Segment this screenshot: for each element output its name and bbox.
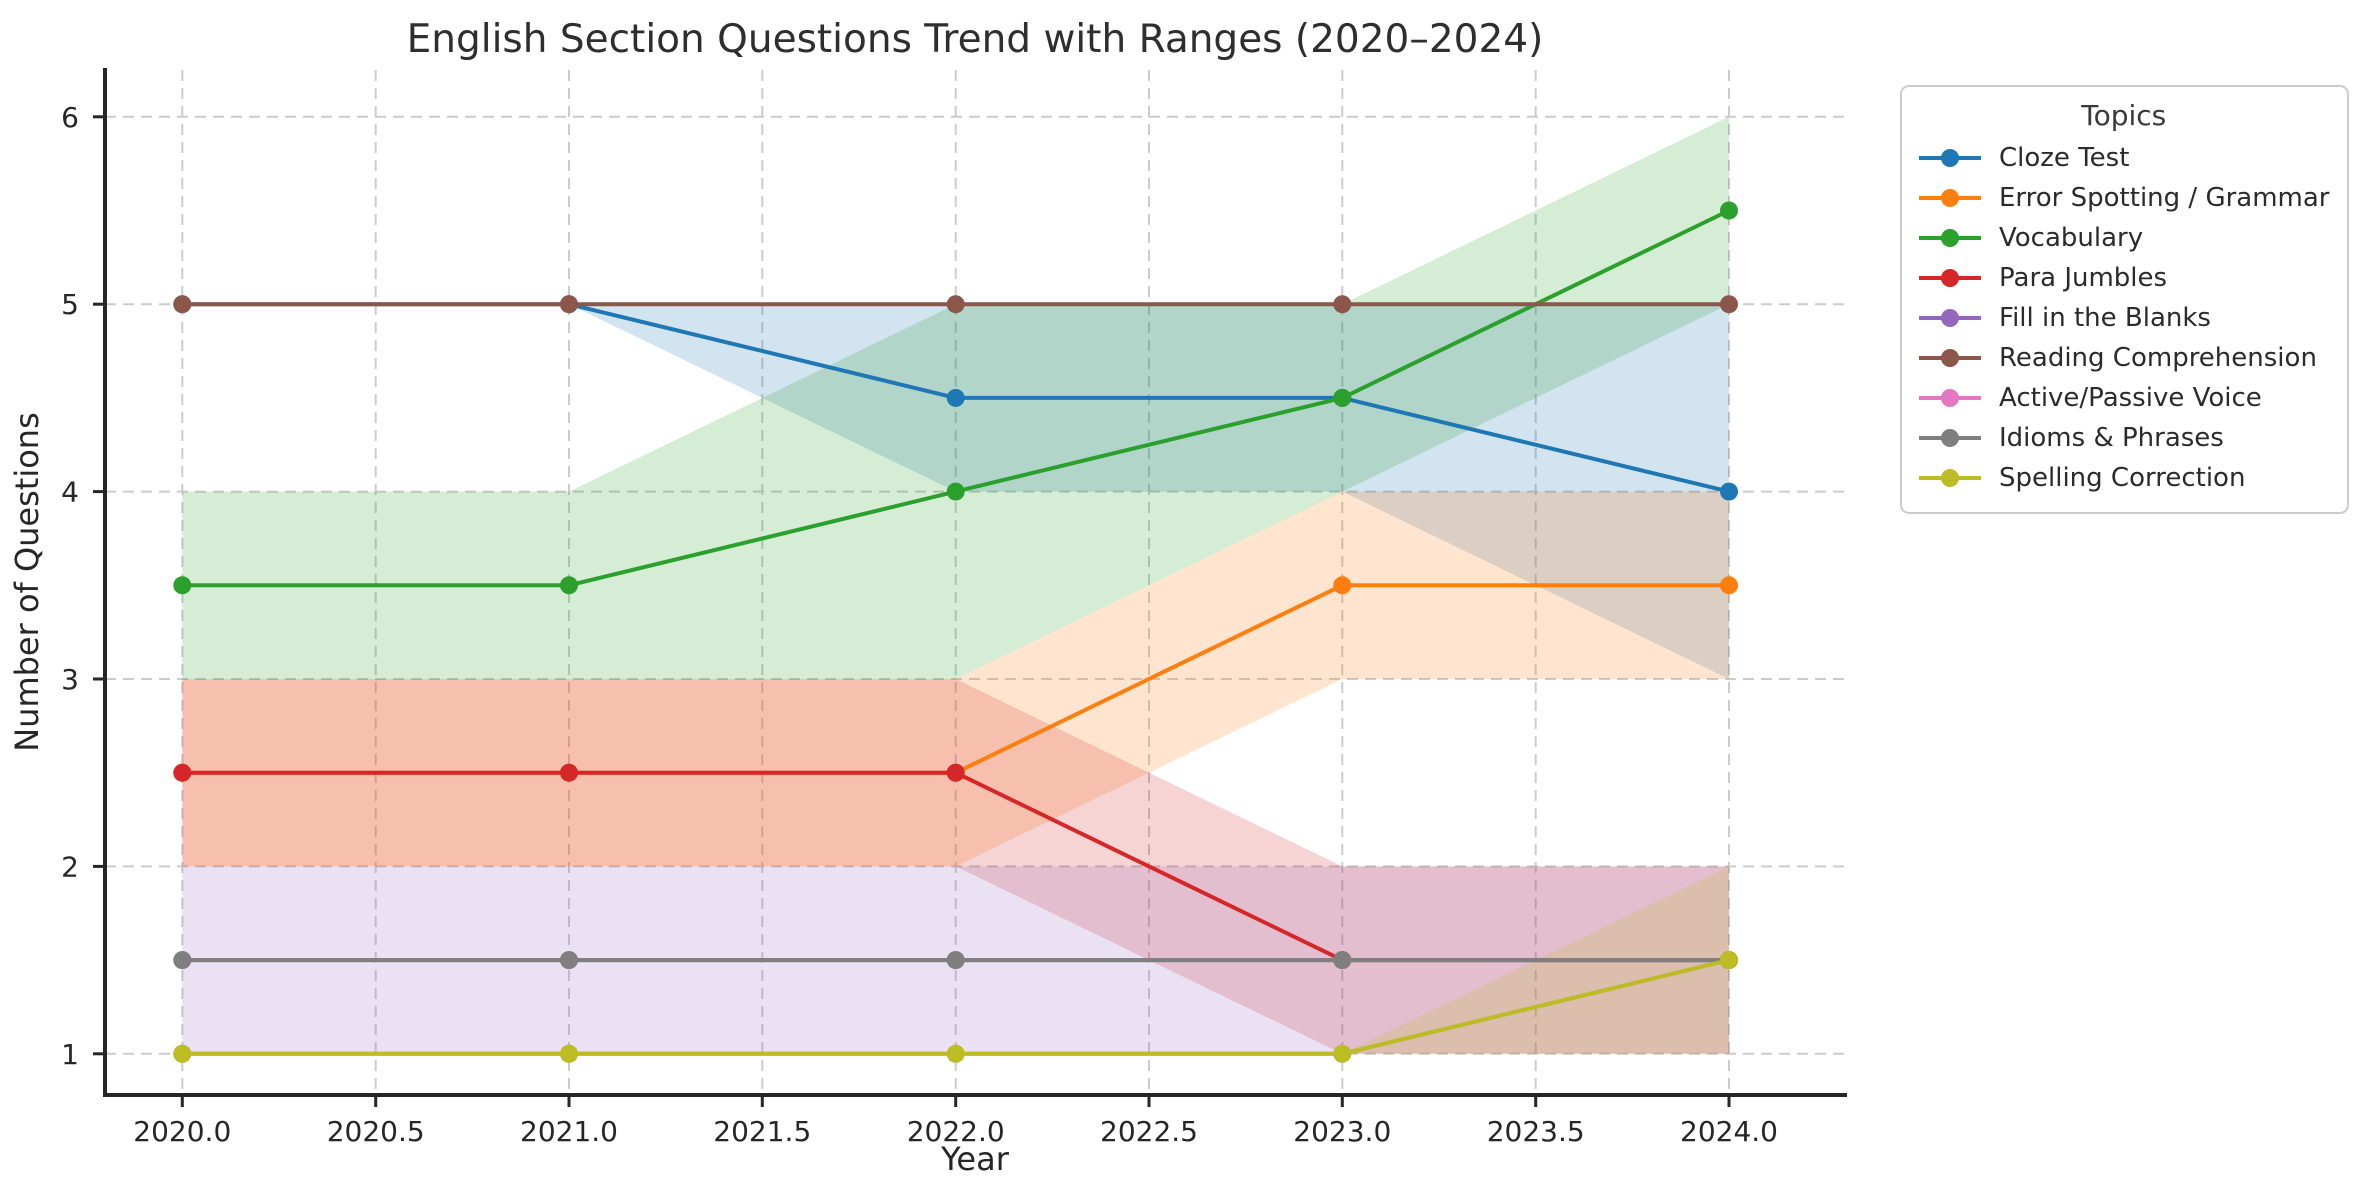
data-point-marker	[560, 576, 578, 595]
legend-items: Cloze Test Error Spotting / Grammar Vocabu…	[1918, 138, 2329, 498]
y-tick-label: 5	[61, 288, 79, 321]
data-point-marker	[560, 1044, 578, 1063]
data-point-marker	[1333, 295, 1352, 314]
data-point-marker	[560, 763, 578, 782]
range-band	[182, 866, 1729, 1054]
data-point-marker	[173, 1044, 192, 1063]
legend-line-marker-swatch	[1919, 389, 1981, 407]
data-point-marker	[946, 295, 965, 314]
legend-item: Cloze Test	[1918, 138, 2329, 178]
x-tick-label: 2022.5	[1100, 1115, 1198, 1148]
legend-line-marker-swatch	[1919, 149, 1981, 167]
x-tick-label: 2020.5	[327, 1115, 425, 1148]
legend-item-label: Vocabulary	[1999, 223, 2144, 253]
y-tick-label: 2	[61, 850, 79, 883]
legend-item: Active/Passive Voice	[1918, 378, 2329, 418]
legend-line-marker-swatch	[1919, 469, 1981, 487]
x-tick-label: 2023.5	[1487, 1115, 1585, 1148]
legend-line-marker-swatch	[1919, 429, 1981, 447]
x-tick-label: 2022.0	[907, 1115, 1005, 1148]
chart-title: English Section Questions Trend with Ran…	[407, 17, 1544, 62]
data-point-marker	[1720, 951, 1738, 970]
legend-item: Para Jumbles	[1918, 258, 2329, 298]
data-point-marker	[1333, 388, 1352, 407]
legend-item: Fill in the Blanks	[1918, 298, 2329, 338]
y-axis-label: Number of Questions	[8, 412, 46, 752]
y-tick-label: 3	[61, 663, 79, 696]
legend-item-label: Fill in the Blanks	[1999, 303, 2211, 333]
y-tick-label: 6	[61, 101, 79, 134]
y-tick-label: 4	[61, 476, 79, 509]
legend-item-label: Cloze Test	[1999, 143, 2130, 173]
data-point-marker	[560, 295, 578, 314]
legend-line-marker-swatch	[1919, 229, 1981, 247]
legend-item-label: Error Spotting / Grammar	[1999, 183, 2330, 213]
x-tick-label: 2021.5	[713, 1115, 811, 1148]
x-tick-label: 2023.0	[1293, 1115, 1391, 1148]
data-point-marker	[946, 482, 965, 501]
data-point-marker	[1720, 295, 1738, 314]
y-tick-label: 1	[61, 1038, 79, 1071]
data-point-marker	[173, 951, 192, 970]
x-tick-label: 2021.0	[520, 1115, 618, 1148]
data-point-marker	[1333, 576, 1352, 595]
legend-item: Vocabulary	[1918, 218, 2329, 258]
legend-line-marker-swatch	[1919, 269, 1981, 287]
legend-line-marker-swatch	[1919, 349, 1981, 367]
legend-line-marker-swatch	[1919, 189, 1981, 207]
data-point-marker	[946, 1044, 965, 1063]
x-tick-label: 2024.0	[1680, 1115, 1778, 1148]
legend-item-label: Para Jumbles	[1999, 263, 2168, 293]
legend-item-label: Reading Comprehension	[1999, 343, 2317, 373]
data-point-marker	[946, 763, 965, 782]
x-axis-label: Year	[940, 1140, 1010, 1178]
legend-line-marker-swatch	[1919, 309, 1981, 327]
data-point-marker	[946, 388, 965, 407]
data-point-marker	[1333, 1044, 1352, 1063]
legend-item-label: Idioms & Phrases	[1999, 423, 2224, 453]
legend-item: Reading Comprehension	[1918, 338, 2329, 378]
data-point-marker	[173, 763, 192, 782]
legend-item-label: Spelling Correction	[1999, 463, 2246, 493]
legend-item-label: Active/Passive Voice	[1999, 383, 2262, 413]
data-point-marker	[1720, 201, 1738, 220]
data-point-marker	[1720, 482, 1738, 501]
legend-item: Idioms & Phrases	[1918, 418, 2329, 458]
data-point-marker	[946, 951, 965, 970]
plot-area: 2020.0 2020.5 2021.0 2021.5 2022.0 2022.5 2023…	[61, 68, 1847, 1148]
x-tick-label: 2020.0	[133, 1115, 231, 1148]
legend-item: Error Spotting / Grammar	[1918, 178, 2329, 218]
chart-legend: Topics Cloze Test Error Spotting / Gramma…	[1900, 85, 2350, 514]
legend-title: Topics	[2081, 99, 2167, 132]
data-point-marker	[1720, 576, 1738, 595]
data-point-marker	[173, 576, 192, 595]
data-point-marker	[173, 295, 192, 314]
data-point-marker	[1333, 951, 1352, 970]
data-point-marker	[560, 951, 578, 970]
legend-item: Spelling Correction	[1918, 458, 2329, 498]
